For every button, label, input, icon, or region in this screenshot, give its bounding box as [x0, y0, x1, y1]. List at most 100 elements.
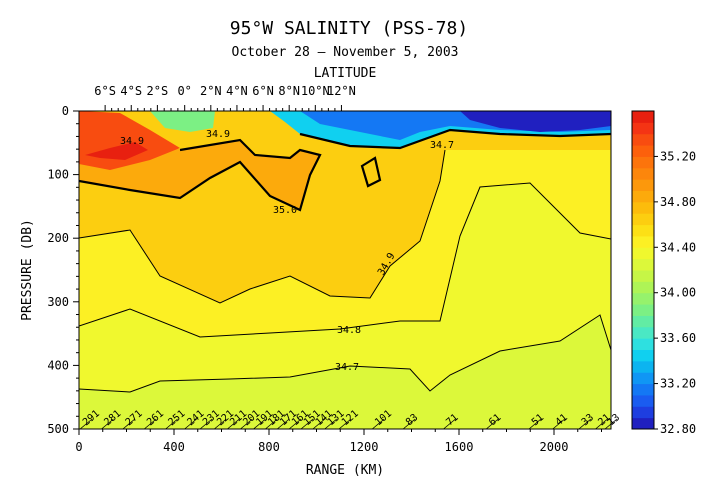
colorbar-swatch: [632, 213, 654, 226]
station-mark: [371, 418, 385, 430]
station-mark: [338, 418, 352, 430]
latitude-tick-label: 2°S: [147, 84, 169, 98]
colorbar-tick-label: 34.00: [660, 286, 696, 300]
colorbar-swatch: [632, 122, 654, 135]
core-35-4: [85, 142, 148, 160]
station-mark: [443, 418, 456, 430]
station-mark: [595, 418, 608, 430]
colorbar-swatch: [632, 111, 654, 123]
x-tick-label: 0: [75, 440, 82, 454]
latitude-tick-label: 2°N: [200, 84, 222, 98]
contour-label: 34.7: [430, 140, 454, 151]
colorbar-tick-label: 33.20: [660, 377, 696, 391]
station-mark: [300, 418, 314, 430]
station-mark: [324, 418, 338, 430]
latitude-tick-label: 8°N: [278, 84, 300, 98]
contour-34-8: [79, 182, 611, 338]
colorbar-swatch: [632, 360, 654, 373]
colorbar-swatch: [632, 247, 654, 260]
station-mark: [312, 418, 326, 430]
colorbar-swatch: [632, 179, 654, 191]
colorbar-tick-label: 34.40: [660, 240, 696, 254]
station-mark: [240, 418, 253, 430]
station-mark: [402, 418, 416, 430]
y-axis-label: PRESSURE (DB): [20, 219, 35, 321]
colorbar-swatch: [632, 326, 654, 339]
contour-surface-front: [299, 128, 611, 150]
contour-35-0: [79, 138, 322, 212]
y-tick-label: 500: [47, 422, 69, 436]
x-axis-label: RANGE (KM): [306, 463, 384, 478]
station-mark: [227, 418, 240, 430]
contour-34-7: [79, 314, 611, 393]
colorbar: 35.20 34.80 34.40 34.00 33.60 33.20 32.80: [631, 110, 696, 436]
station-mark: [552, 418, 566, 430]
y-axis: 0 100 200 300 400 500: [47, 104, 79, 436]
y-tick-label: 100: [47, 168, 69, 182]
station-mark: [184, 418, 197, 430]
colorbar-swatch: [632, 338, 654, 350]
colorbar-swatch: [632, 304, 654, 316]
colorbar-swatch: [632, 167, 654, 180]
colorbar-swatch: [632, 156, 654, 169]
chart-subtitle: October 28 – November 5, 2003: [232, 45, 459, 60]
latitude-tick-label: 6°S: [94, 84, 116, 98]
colorbar-swatch: [632, 133, 654, 146]
colorbar-swatch: [632, 281, 654, 294]
latitude-tick-label: 12°N: [327, 84, 356, 98]
colorbar-swatch: [632, 292, 654, 305]
y-tick-label: 400: [47, 358, 69, 372]
station-mark: [165, 418, 178, 430]
contour-label: 34.9: [206, 129, 230, 140]
y-tick-label: 200: [47, 231, 69, 245]
y-tick-label: 300: [47, 295, 69, 309]
y-tick-label: 0: [62, 104, 69, 118]
plot-frame: [78, 110, 612, 430]
latitude-tick-label: 0°: [177, 84, 191, 98]
colorbar-tick-label: 34.80: [660, 195, 696, 209]
station-mark: [79, 418, 93, 430]
station-mark: [199, 418, 213, 430]
latitude-axis-label: LATITUDE: [314, 66, 377, 81]
contour-lines: [79, 128, 611, 393]
colorbar-tick-label: 32.80: [660, 422, 696, 436]
colorbar-tick-label: 35.20: [660, 149, 696, 163]
station-mark: [528, 418, 542, 430]
fresh-surface-darkblue: [460, 111, 611, 132]
station-mark: [288, 418, 302, 430]
station-mark: [578, 418, 592, 430]
station-mark: [276, 418, 290, 430]
contour-label: 34.9: [120, 136, 144, 147]
latitude-tick-label: 10°N: [301, 84, 330, 98]
station-mark: [122, 418, 136, 430]
colorbar-swatch: [632, 258, 654, 271]
colorbar-frame: [631, 110, 655, 430]
station-mark: [214, 418, 227, 430]
fresh-surface-green: [150, 111, 215, 132]
colorbar-swatch: [632, 383, 654, 396]
contour-label: 35.0: [273, 205, 297, 216]
contour-label: 34.7: [335, 362, 359, 373]
colorbar-swatch: [632, 349, 654, 362]
colorbar-swatch: [632, 190, 654, 203]
salinity-field: [79, 111, 611, 429]
station-mark: [485, 418, 499, 430]
colorbar-swatch: [632, 145, 654, 157]
colorbar-swatch: [632, 372, 654, 385]
x-tick-label: 800: [258, 440, 280, 454]
colorbar-swatch: [632, 394, 654, 407]
contour-34-9: [79, 149, 446, 304]
colorbar-swatch: [632, 315, 654, 328]
latitude-axis: 6°S 4°S 2°S 0° 2°N 4°N 6°N 8°N 10°N12°N: [94, 84, 356, 111]
colorbar-swatch: [632, 406, 654, 419]
x-tick-label: 400: [163, 440, 185, 454]
x-tick-label: 1200: [350, 440, 379, 454]
station-mark: [265, 418, 278, 430]
x-axis: 0 400 800 1200 1600 2000: [75, 429, 602, 454]
colorbar-tick-label: 33.60: [660, 331, 696, 345]
colorbar-swatch: [632, 201, 654, 214]
station-mark: [253, 418, 266, 430]
latitude-tick-label: 4°S: [120, 84, 142, 98]
x-tick-label: 2000: [540, 440, 569, 454]
